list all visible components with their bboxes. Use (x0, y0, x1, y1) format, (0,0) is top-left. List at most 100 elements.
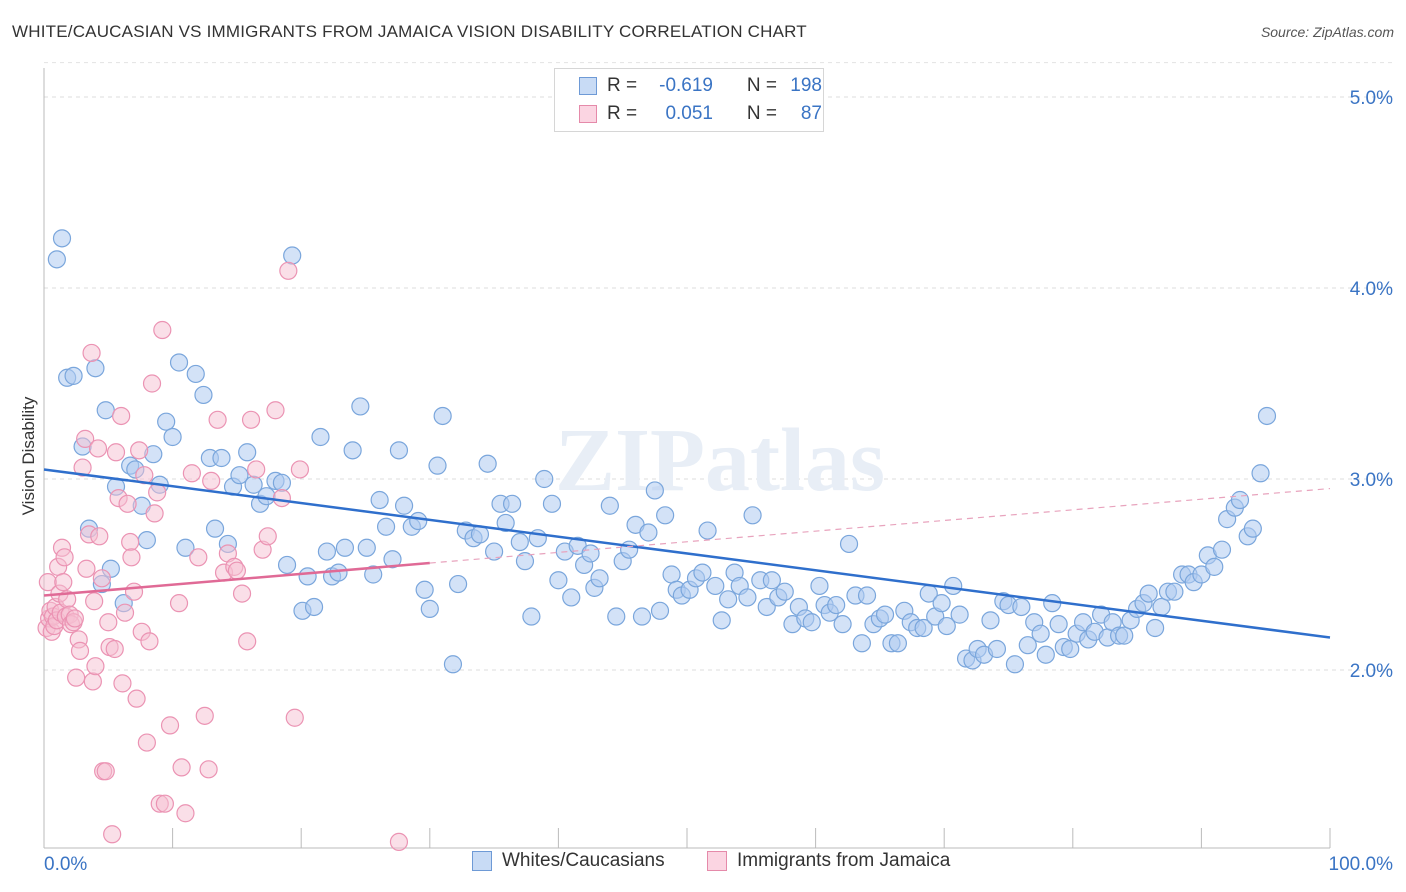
jamaica-point (199, 760, 218, 779)
jamaica-point (88, 439, 108, 458)
whites-point (743, 506, 762, 525)
y-tick-label: 2.0% (1350, 661, 1393, 682)
y-tick-label: 5.0% (1350, 88, 1393, 109)
jamaica-point (124, 582, 144, 601)
whites-point (1146, 618, 1165, 638)
whites-point (833, 615, 852, 634)
jamaica-point (238, 632, 257, 651)
whites-point (364, 565, 383, 584)
whites-point (433, 406, 452, 426)
whites-point (802, 613, 821, 632)
whites-point (698, 521, 717, 540)
jamaica-point (77, 559, 96, 578)
legend-item-label: Immigrants from Jamaica (737, 850, 951, 871)
trend-lines (43, 468, 1331, 639)
jamaica-point (272, 489, 292, 508)
legend-n-value: 87 (800, 103, 822, 124)
jamaica-point (82, 343, 101, 363)
whites-point (448, 574, 468, 594)
jamaica-point (127, 689, 146, 708)
whites-point (485, 542, 504, 561)
jamaica-point (115, 603, 135, 622)
whites-point (762, 571, 781, 590)
chart-source: Source: ZipAtlas.com (1260, 24, 1394, 40)
correlation-legend: R = -0.619 N = 198 R = 0.051 N = 87 (554, 68, 824, 132)
whites-point (1139, 584, 1158, 603)
jamaica-point (67, 668, 86, 687)
chart-title: WHITE/CAUCASIAN VS IMMIGRANTS FROM JAMAI… (12, 22, 807, 41)
whites-point (238, 443, 257, 462)
whites-point (277, 555, 297, 575)
whites-point (515, 552, 535, 571)
jamaica-point (113, 674, 132, 693)
whites-point (186, 364, 205, 384)
jamaica-trend-extension (429, 487, 1331, 564)
whites-point (987, 639, 1007, 659)
whites-point (428, 456, 447, 475)
whites-point (376, 517, 396, 536)
whites-point (1049, 615, 1068, 634)
whites-point (522, 607, 541, 626)
legend-swatch-blue (472, 851, 492, 871)
jamaica-point (389, 832, 409, 852)
whites-point (496, 513, 515, 533)
jamaica-point (99, 613, 118, 632)
whites-point (96, 401, 115, 420)
jamaica-point (290, 460, 310, 479)
whites-point (950, 605, 969, 624)
series-whites-points (47, 229, 1277, 674)
whites-point (944, 576, 963, 596)
whites-point (875, 605, 895, 624)
jamaica-point (121, 532, 140, 552)
legend-item-whites[interactable]: Whites/Caucasians (472, 850, 665, 872)
legend-row-jamaica: R = 0.051 N = 87 (555, 100, 822, 128)
watermark: ZIPatlas (555, 411, 885, 510)
whites-point (317, 542, 337, 561)
whites-point (535, 469, 554, 489)
axes (43, 68, 1331, 849)
whites-point (1005, 655, 1025, 674)
whites-point (888, 634, 908, 653)
jamaica-point (160, 716, 180, 735)
whites-point (304, 597, 324, 617)
jamaica-point (140, 632, 159, 651)
legend-row-whites: R = -0.619 N = 198 (555, 72, 822, 100)
whites-point (562, 588, 581, 607)
whites-point (1205, 557, 1224, 576)
whites-point (510, 532, 529, 552)
whites-point (656, 506, 675, 525)
y-tick-labels: 5.0% 4.0% 3.0% 2.0% (1350, 88, 1393, 682)
legend-n-value: 198 (790, 75, 822, 96)
whites-point (937, 616, 956, 636)
jamaica-point (189, 548, 208, 567)
jamaica-point (54, 573, 73, 592)
whites-point (852, 634, 871, 653)
whites-point (650, 601, 670, 620)
whites-point (1018, 636, 1037, 655)
whites-point (212, 448, 231, 468)
jamaica-point (105, 639, 124, 659)
jamaica-point (202, 471, 221, 491)
whites-point (1230, 490, 1250, 510)
legend-r-value: -0.619 (659, 75, 713, 96)
whites-point (712, 611, 731, 630)
whites-point (298, 567, 317, 586)
whites-point (503, 494, 522, 513)
whites-point (205, 519, 225, 538)
whites-point (478, 454, 497, 473)
legend-n-label: N = (746, 75, 777, 96)
whites-point (810, 576, 829, 596)
legend-r-label: R = (607, 103, 638, 124)
whites-point (47, 250, 66, 269)
jamaica-point (195, 706, 214, 725)
whites-point (257, 487, 276, 506)
jamaica-point (65, 609, 84, 628)
y-axis-label: Vision Disability (19, 396, 38, 515)
jamaica-point (137, 733, 156, 752)
legend-item-jamaica[interactable]: Immigrants from Jamaica (707, 850, 950, 872)
whites-point (1031, 624, 1050, 643)
jamaica-trend-line (43, 561, 430, 597)
whites-point (639, 523, 658, 542)
whites-point (329, 563, 348, 582)
